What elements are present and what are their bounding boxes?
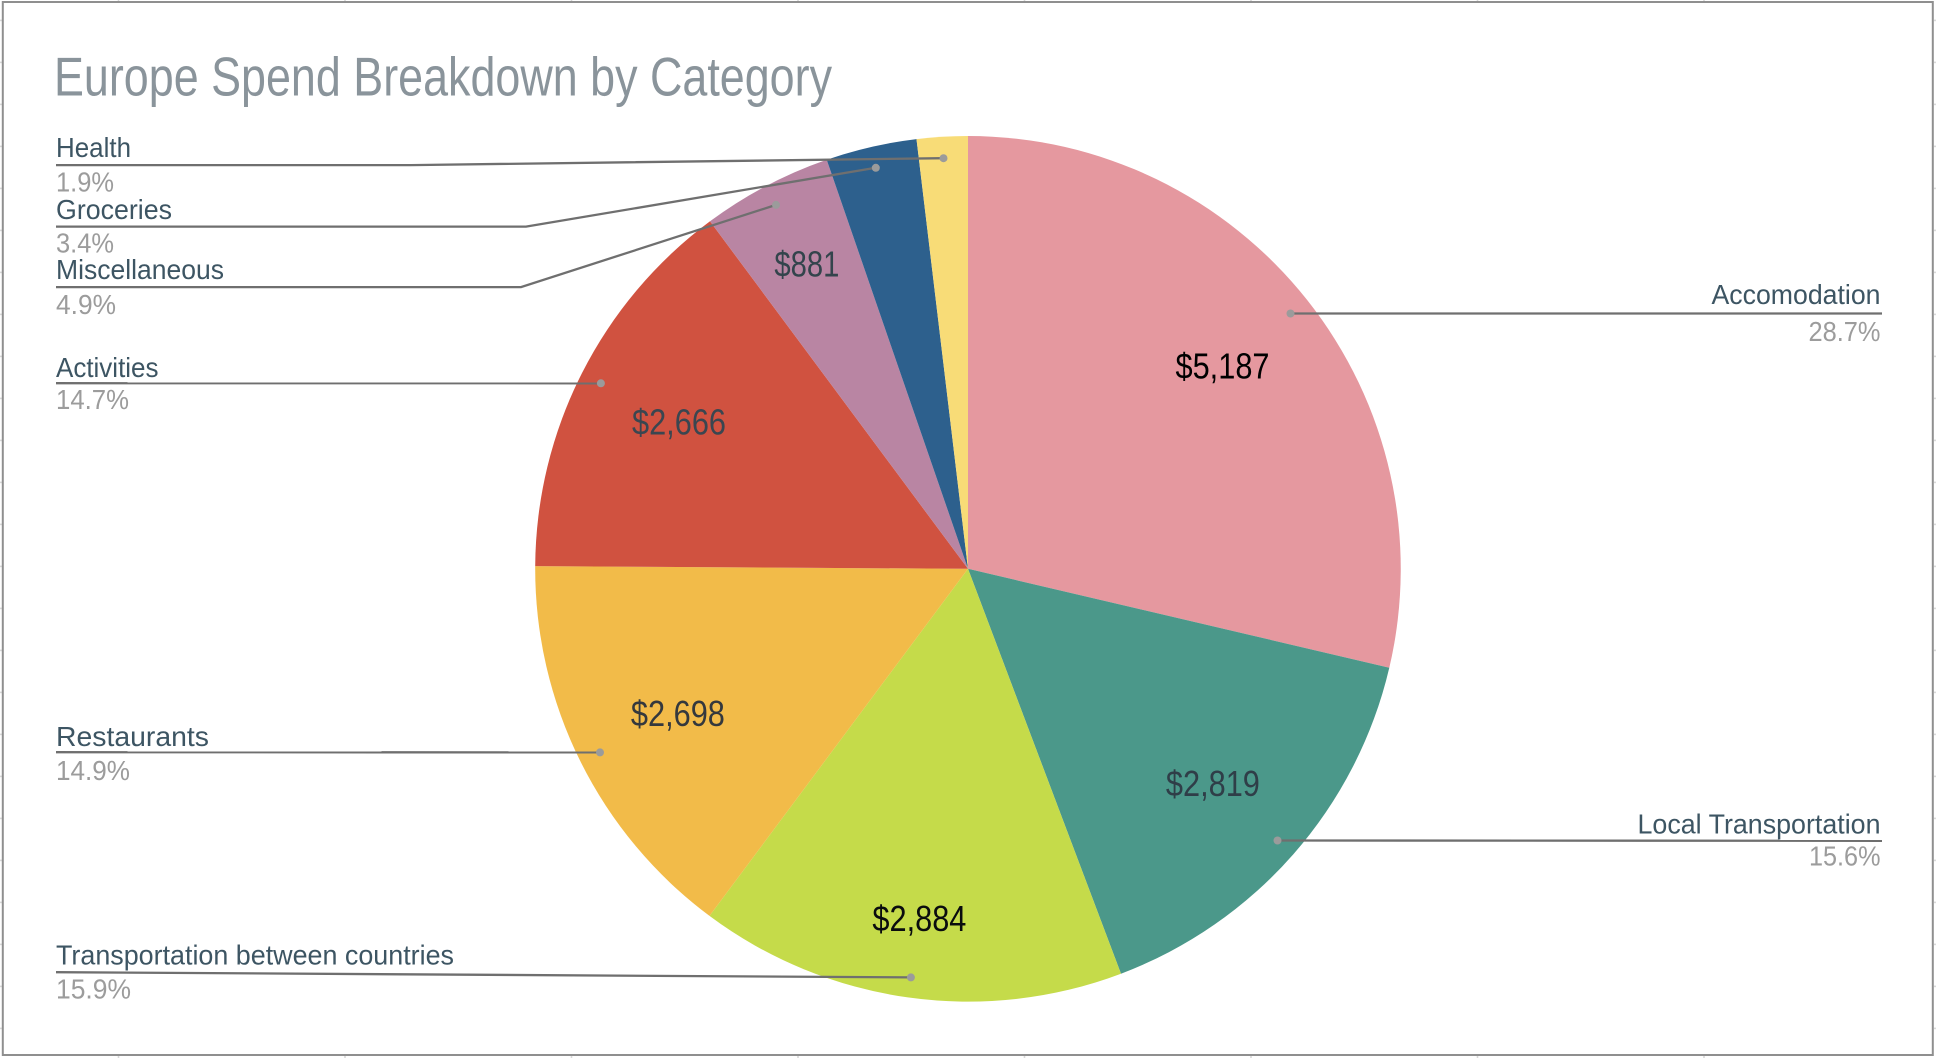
svg-text:Groceries: Groceries — [56, 194, 172, 225]
svg-text:15.9%: 15.9% — [56, 974, 131, 1005]
svg-text:$2,884: $2,884 — [872, 898, 966, 939]
svg-text:$2,666: $2,666 — [632, 402, 726, 443]
svg-text:$2,819: $2,819 — [1166, 763, 1260, 804]
svg-text:$5,187: $5,187 — [1176, 346, 1270, 387]
svg-text:28.7%: 28.7% — [1809, 316, 1881, 347]
svg-text:14.7%: 14.7% — [56, 384, 129, 415]
svg-text:$881: $881 — [774, 243, 839, 284]
svg-text:Europe Spend Breakdown by Cate: Europe Spend Breakdown by Category — [54, 46, 832, 108]
svg-text:Restaurants: Restaurants — [56, 721, 209, 752]
svg-text:Transportation between countri: Transportation between countries — [56, 940, 454, 971]
svg-text:15.6%: 15.6% — [1809, 841, 1881, 872]
svg-text:4.9%: 4.9% — [56, 289, 116, 320]
svg-text:Health: Health — [56, 132, 131, 163]
svg-text:$2,698: $2,698 — [631, 693, 725, 734]
svg-text:3.4%: 3.4% — [56, 227, 114, 258]
svg-text:1.9%: 1.9% — [56, 167, 114, 198]
svg-text:Local Transportation: Local Transportation — [1638, 809, 1881, 840]
svg-text:Accomodation: Accomodation — [1712, 279, 1881, 310]
svg-text:Miscellaneous: Miscellaneous — [56, 254, 224, 285]
svg-text:Activities: Activities — [56, 352, 159, 383]
svg-text:14.9%: 14.9% — [56, 755, 130, 786]
